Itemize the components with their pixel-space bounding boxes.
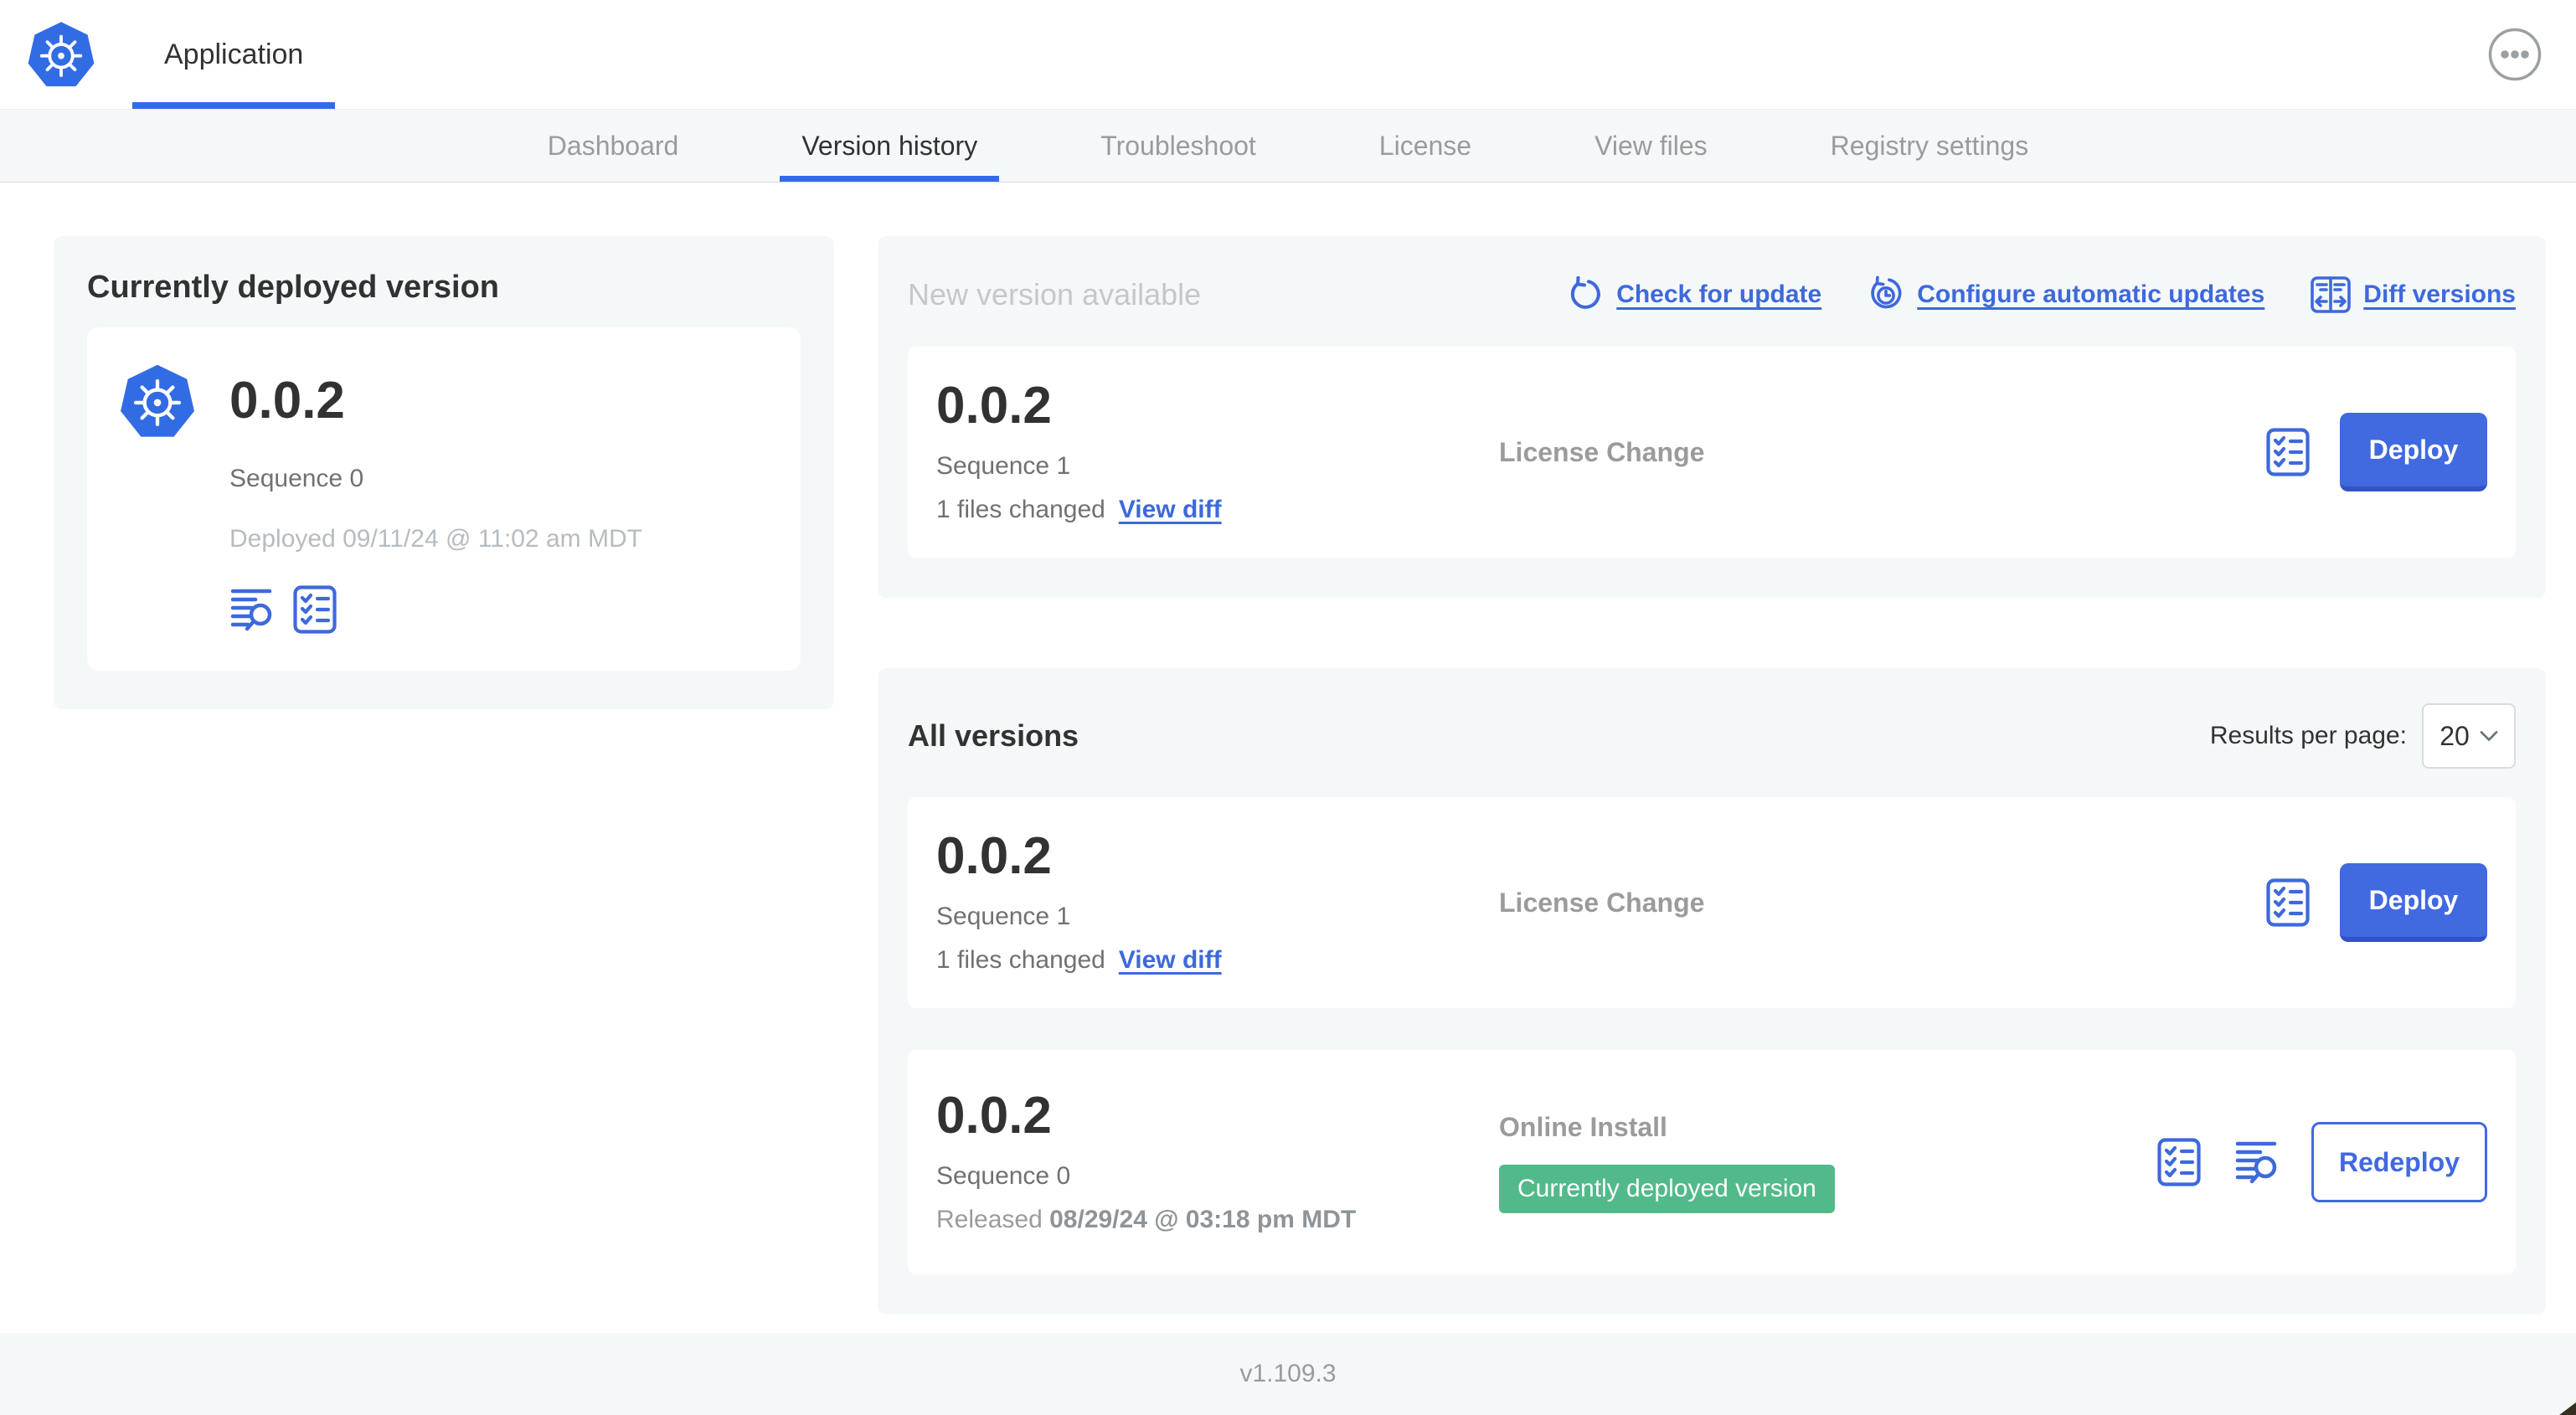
ellipsis-icon — [2487, 27, 2543, 82]
overflow-menu-button[interactable] — [2487, 27, 2543, 82]
tab-version-history[interactable]: Version history — [780, 110, 999, 182]
view-logs-button[interactable] — [2234, 1140, 2281, 1185]
diff-versions-link[interactable]: Diff versions — [2310, 275, 2516, 314]
version-info: 0.0.2 Sequence 0 Released 08/29/24 @ 03:… — [936, 1090, 1499, 1234]
schedule-update-icon — [1867, 275, 1905, 314]
version-row-icons — [2266, 428, 2310, 476]
tab-license[interactable]: License — [1358, 110, 1493, 182]
version-info: 0.0.2 Sequence 1 1 files changed View di… — [936, 831, 1499, 975]
kubernetes-app-icon — [117, 361, 198, 441]
version-history-column: New version available Check for update — [878, 236, 2546, 1315]
version-row-icons — [2266, 878, 2310, 927]
app-header: Application — [0, 0, 2576, 109]
results-per-page-value: 20 — [2439, 720, 2470, 751]
deploy-button[interactable]: Deploy — [2340, 863, 2487, 942]
version-row: 0.0.2 Sequence 0 Released 08/29/24 @ 03:… — [908, 1050, 2516, 1274]
deployed-version-actions — [229, 585, 770, 634]
preflight-checks-button[interactable] — [293, 585, 337, 634]
results-per-page-label: Results per page: — [2209, 722, 2407, 749]
version-actions: Check for update Con — [1568, 275, 2516, 314]
preflight-checks-button[interactable] — [2266, 428, 2310, 476]
version-info: 0.0.2 Sequence 1 1 files changed View di… — [936, 380, 1499, 524]
version-source-label: License Change — [1499, 436, 1705, 467]
version-source: License Change — [1499, 888, 2266, 918]
app-tab-label: Application — [164, 38, 304, 70]
check-for-update-link[interactable]: Check for update — [1568, 276, 1821, 313]
deployed-timestamp: Deployed 09/11/24 @ 11:02 am MDT — [229, 525, 642, 553]
view-diff-link[interactable]: View diff — [1118, 496, 1222, 523]
version-row-icons — [2157, 1138, 2281, 1186]
version-sequence: Sequence 1 — [936, 903, 1071, 930]
new-version-card: 0.0.2 Sequence 1 1 files changed View di… — [908, 347, 2516, 558]
version-row: 0.0.2 Sequence 1 1 files changed View di… — [908, 797, 2516, 1008]
configure-automatic-updates-link[interactable]: Configure automatic updates — [1867, 275, 2264, 314]
tab-label: Registry settings — [1830, 130, 2029, 161]
tab-label: View files — [1595, 130, 1708, 161]
link-label: Configure automatic updates — [1917, 280, 2265, 308]
preflight-checks-button[interactable] — [2157, 1138, 2201, 1186]
refresh-icon — [1568, 276, 1605, 313]
logs-icon — [229, 587, 276, 632]
files-changed-row: 1 files changed View diff — [936, 946, 1499, 975]
all-versions-section: All versions Results per page: 20 — [878, 668, 2546, 1315]
version-source: Online Install Currently deployed versio… — [1499, 1112, 2157, 1213]
view-diff-link[interactable]: View diff — [1118, 946, 1222, 974]
files-changed-text: 1 files changed — [936, 946, 1105, 974]
preflight-checks-icon — [2266, 428, 2310, 476]
version-sequence: Sequence 1 — [936, 452, 1071, 480]
tab-label: Version history — [801, 130, 978, 161]
results-per-page-select[interactable]: 20 — [2422, 703, 2516, 769]
main-content: Currently deployed version — [0, 183, 2576, 1333]
preflight-checks-icon — [2157, 1138, 2201, 1186]
tab-troubleshoot[interactable]: Troubleshoot — [1079, 110, 1278, 182]
tab-dashboard[interactable]: Dashboard — [526, 110, 701, 182]
tab-registry-settings[interactable]: Registry settings — [1809, 110, 2051, 182]
app-tab-application[interactable]: Application — [132, 0, 335, 109]
tab-label: License — [1378, 130, 1472, 161]
version-source: License Change — [1499, 437, 2266, 468]
released-timestamp: Released 08/29/24 @ 03:18 pm MDT — [936, 1206, 1499, 1234]
currently-deployed-panel: Currently deployed version — [54, 236, 834, 709]
chevron-down-icon — [2480, 730, 2498, 742]
redeploy-button[interactable]: Redeploy — [2311, 1122, 2487, 1202]
link-label: Check for update — [1616, 280, 1822, 308]
version-number: 0.0.2 — [936, 1087, 1052, 1145]
version-number: 0.0.2 — [936, 827, 1052, 885]
version-source-label: Online Install — [1499, 1111, 1667, 1142]
files-changed-row: 1 files changed View diff — [936, 496, 1499, 524]
released-date: 08/29/24 @ 03:18 pm MDT — [1049, 1206, 1357, 1233]
diff-icon — [2310, 275, 2352, 314]
logs-icon — [2234, 1140, 2281, 1185]
version-number: 0.0.2 — [936, 377, 1052, 435]
version-sequence: Sequence 0 — [936, 1162, 1071, 1190]
results-per-page: Results per page: 20 — [2210, 703, 2516, 769]
files-changed-text: 1 files changed — [936, 496, 1105, 523]
deployed-version-number: 0.0.2 — [229, 372, 345, 430]
preflight-checks-icon — [293, 585, 337, 634]
deployed-sequence: Sequence 0 — [229, 465, 364, 492]
app-footer: v1.109.3 — [0, 1333, 2576, 1415]
tab-view-files[interactable]: View files — [1573, 110, 1729, 182]
all-versions-header: All versions Results per page: 20 — [908, 703, 2516, 769]
link-label: Diff versions — [2363, 280, 2516, 308]
new-version-section: New version available Check for update — [878, 236, 2546, 598]
app-subnav: Dashboard Version history Troubleshoot L… — [0, 109, 2576, 183]
tab-label: Troubleshoot — [1100, 130, 1256, 161]
view-logs-button[interactable] — [229, 587, 276, 632]
all-versions-title: All versions — [908, 718, 1079, 753]
deploy-button[interactable]: Deploy — [2340, 413, 2487, 491]
preflight-checks-icon — [2266, 878, 2310, 927]
console-version: v1.109.3 — [1239, 1360, 1337, 1387]
released-prefix: Released — [936, 1206, 1043, 1233]
tab-label: Dashboard — [547, 130, 679, 161]
kubernetes-logo-icon — [25, 18, 97, 90]
version-source-label: License Change — [1499, 887, 1705, 918]
currently-deployed-card: 0.0.2 Sequence 0 Deployed 09/11/24 @ 11:… — [87, 327, 801, 671]
new-version-header: New version available Check for update — [908, 271, 2516, 318]
preflight-checks-button[interactable] — [2266, 878, 2310, 927]
currently-deployed-badge: Currently deployed version — [1499, 1164, 1835, 1213]
currently-deployed-title: Currently deployed version — [87, 270, 500, 305]
new-version-title: New version available — [908, 277, 1202, 311]
